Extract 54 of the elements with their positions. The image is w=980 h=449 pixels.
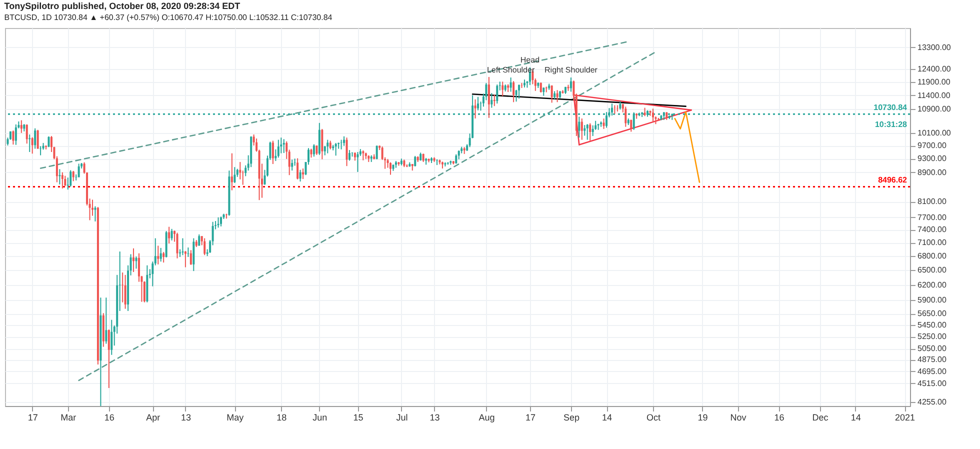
y-tick-label: 9300.00 xyxy=(918,154,947,164)
y-tick-label: 11400.00 xyxy=(918,90,951,100)
y-tick-label: 10900.00 xyxy=(918,104,952,114)
annotation: Right Shoulder xyxy=(544,65,598,74)
x-tick-label: 17 xyxy=(28,412,38,422)
y-tick-label: 13300.00 xyxy=(918,42,952,52)
ref-line-label: 10730.84 xyxy=(874,103,908,112)
y-tick-label: 10100.00 xyxy=(918,128,952,138)
x-tick-label: 14 xyxy=(602,412,612,422)
x-tick-label: Apr xyxy=(146,412,160,422)
annotation: Head xyxy=(520,55,540,64)
x-tick-label: 2021 xyxy=(895,412,916,422)
y-tick-label: 6500.00 xyxy=(918,266,947,275)
x-tick-label: Jun xyxy=(312,412,328,422)
x-tick-label: 14 xyxy=(850,412,861,422)
y-tick-label: 8900.00 xyxy=(918,168,947,177)
y-tick-label: 5650.00 xyxy=(918,309,947,318)
y-tick-label: 5050.00 xyxy=(918,344,947,354)
ref-line-label: 8496.62 xyxy=(878,176,908,185)
y-tick-label: 4515.00 xyxy=(918,378,947,388)
y-tick-label: 6200.00 xyxy=(918,280,947,290)
x-tick-label: Mar xyxy=(60,412,76,422)
x-tick-label: Dec xyxy=(812,412,829,422)
x-tick-label: 16 xyxy=(774,412,784,422)
x-tick-label: Aug xyxy=(478,412,495,422)
x-tick-label: Nov xyxy=(730,412,747,422)
x-tick-label: 17 xyxy=(525,412,536,422)
y-tick-label: 7400.00 xyxy=(918,225,947,234)
y-tick-label: 4875.00 xyxy=(918,355,947,364)
y-tick-label: 6800.00 xyxy=(918,252,947,261)
y-tick-label: 5250.00 xyxy=(918,332,947,342)
y-tick-label: 5450.00 xyxy=(918,320,947,330)
y-tick-label: 4695.00 xyxy=(918,366,947,376)
chart-title: TonySpilotro published, October 08, 2020 09:28:34 EDT xyxy=(4,1,241,11)
y-tick-label: 12400.00 xyxy=(918,64,952,74)
x-tick-label: 13 xyxy=(180,412,191,422)
x-tick-label: 18 xyxy=(276,412,287,422)
x-tick-label: Sep xyxy=(563,412,580,422)
x-tick-label: 13 xyxy=(430,412,440,422)
x-tick-label: 19 xyxy=(698,412,708,422)
y-tick-label: 4255.00 xyxy=(918,397,947,406)
x-tick-label: 16 xyxy=(104,412,114,422)
x-tick-label: May xyxy=(226,412,244,422)
chart-subtitle: BTCUSD, 1D 10730.84 ▲ +60.37 (+0.57%) O:10670.47 H:10750.00 L:10532.11 C:10730.84 xyxy=(4,13,333,22)
x-tick-label: Jul xyxy=(396,412,408,422)
x-tick-label: 15 xyxy=(353,412,364,422)
y-tick-label: 5900.00 xyxy=(918,296,947,305)
annotation: 10:31:28 xyxy=(874,120,908,130)
y-tick-label: 9700.00 xyxy=(918,141,947,150)
y-tick-label: 7100.00 xyxy=(918,238,947,248)
x-tick-label: Oct xyxy=(646,412,661,422)
y-tick-label: 8100.00 xyxy=(918,197,947,206)
y-tick-label: 7700.00 xyxy=(918,212,947,222)
y-tick-label: 11900.00 xyxy=(918,77,951,86)
